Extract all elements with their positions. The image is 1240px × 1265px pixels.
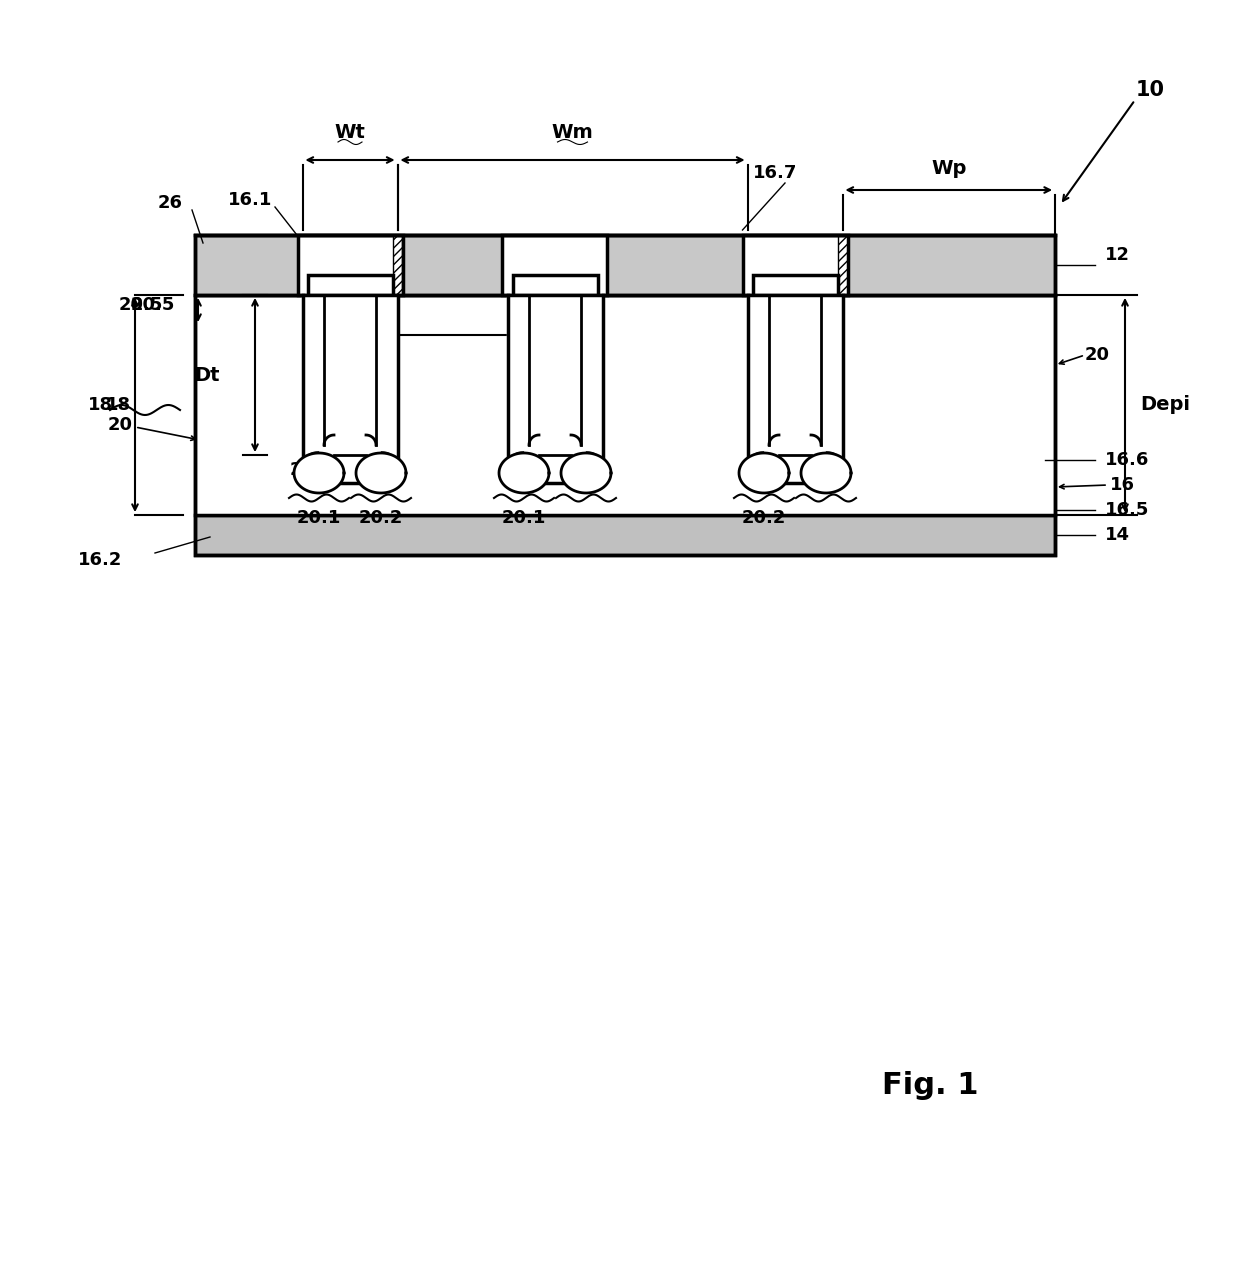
Polygon shape: [356, 453, 405, 493]
Bar: [393, 235, 403, 295]
Text: Dt: Dt: [195, 366, 219, 385]
Polygon shape: [507, 295, 603, 483]
Text: 20.1: 20.1: [296, 509, 341, 528]
Text: Depi: Depi: [1140, 396, 1190, 415]
Polygon shape: [498, 453, 549, 493]
Text: 12: 12: [1105, 245, 1130, 264]
Bar: [743, 235, 847, 295]
Text: 20.5: 20.5: [119, 296, 162, 314]
Text: 20.4: 20.4: [358, 468, 402, 486]
Text: 10: 10: [1136, 80, 1164, 100]
Text: 14: 14: [1105, 526, 1130, 544]
Polygon shape: [529, 295, 582, 455]
Bar: [308, 275, 393, 295]
Text: Wt: Wt: [335, 123, 366, 142]
Text: 16.6: 16.6: [1105, 452, 1149, 469]
Text: 20.6: 20.6: [562, 342, 606, 359]
Text: 20.5: 20.5: [130, 296, 175, 314]
Text: 16.7: 16.7: [753, 164, 797, 182]
Polygon shape: [324, 295, 376, 455]
Text: 16.5: 16.5: [1105, 501, 1149, 519]
Text: 20: 20: [1085, 347, 1110, 364]
Text: 16.1: 16.1: [228, 191, 273, 209]
Bar: [195, 235, 1055, 295]
Text: 26: 26: [157, 194, 182, 213]
Bar: [837, 235, 847, 295]
Bar: [502, 235, 608, 295]
Text: 18: 18: [88, 396, 113, 414]
Polygon shape: [303, 295, 398, 483]
Bar: [195, 295, 1055, 515]
Text: 20.2: 20.2: [742, 509, 786, 528]
Bar: [298, 235, 403, 295]
Bar: [195, 235, 1055, 555]
Text: 20.2: 20.2: [358, 509, 403, 528]
Polygon shape: [294, 453, 343, 493]
Polygon shape: [769, 295, 821, 455]
Text: Fig. 1: Fig. 1: [882, 1070, 978, 1099]
Text: 22: 22: [289, 460, 315, 479]
Bar: [512, 275, 598, 295]
Text: 16.4: 16.4: [556, 374, 599, 392]
Text: 16: 16: [1110, 476, 1135, 495]
Polygon shape: [560, 453, 611, 493]
Bar: [195, 515, 1055, 555]
Text: 18: 18: [105, 396, 130, 414]
Text: Wm: Wm: [552, 123, 594, 142]
Polygon shape: [801, 453, 851, 493]
Text: 20.3: 20.3: [321, 371, 365, 390]
Text: 16.2: 16.2: [78, 552, 123, 569]
Text: 16.3: 16.3: [556, 350, 599, 369]
Polygon shape: [748, 295, 842, 483]
Bar: [753, 275, 837, 295]
Text: Wp: Wp: [931, 158, 966, 177]
Text: 20.1: 20.1: [502, 509, 546, 528]
Polygon shape: [739, 453, 789, 493]
Text: 20: 20: [108, 416, 133, 434]
